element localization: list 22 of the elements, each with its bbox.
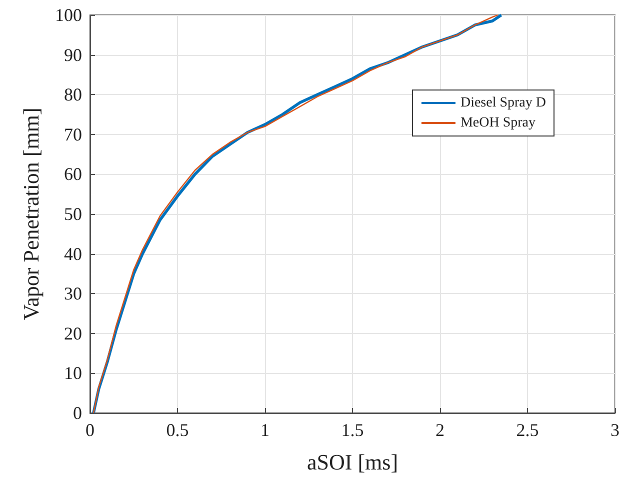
y-tick-label: 40 (64, 244, 82, 264)
y-tick-label: 30 (64, 284, 82, 304)
x-tick-label: 2.5 (516, 420, 539, 440)
x-tick-label: 0 (86, 420, 94, 440)
y-tick-label: 10 (64, 363, 82, 384)
y-axis-title: Vapor Penetration [mm] (18, 108, 44, 320)
y-tick-label: 90 (64, 44, 82, 65)
x-tick-label: 1.5 (341, 420, 364, 440)
y-tick-label: 80 (64, 84, 82, 105)
x-tick-label: 1 (260, 420, 270, 440)
x-tick-label: 3 (610, 420, 620, 440)
x-tick-label: 2 (436, 420, 444, 440)
y-tick-label: 20 (64, 323, 82, 344)
y-tick-label: 0 (73, 403, 82, 423)
y-tick-label: 60 (64, 164, 82, 184)
x-tick-label: 0.5 (166, 420, 189, 440)
y-tick-label: 50 (64, 204, 82, 224)
y-tick-label: 100 (55, 5, 82, 25)
y-tick-label: 70 (64, 124, 82, 144)
legend-label: Diesel Spray D (460, 96, 546, 110)
legend-label: MeOH Spray (460, 116, 536, 130)
x-axis-title: aSOI [ms] (306, 450, 398, 474)
